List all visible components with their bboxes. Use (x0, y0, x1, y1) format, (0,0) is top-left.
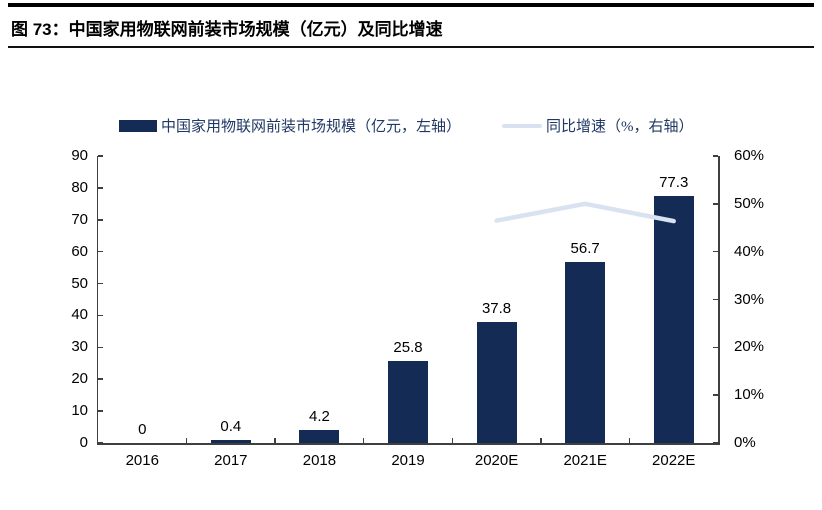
title-top-rule (8, 3, 814, 7)
left-axis-tick (98, 282, 103, 285)
left-axis-tick (98, 314, 103, 317)
legend-label-growth: 同比增速（%，右轴） (546, 119, 694, 135)
bar-value-label: 0 (138, 421, 147, 438)
right-axis-tick-label: 20% (734, 338, 765, 356)
left-axis-tick (98, 346, 103, 349)
right-axis-tick (713, 250, 718, 253)
left-axis-tick (98, 155, 103, 157)
x-axis-tick (274, 438, 276, 443)
right-axis-tick-label: 0% (734, 434, 756, 451)
right-axis-tick-label: 40% (734, 242, 765, 260)
bar (565, 262, 606, 443)
bar-value-label: 77.3 (659, 174, 689, 192)
left-axis-tick (98, 442, 103, 444)
right-axis-tick (713, 442, 718, 444)
x-axis-label: 2022E (652, 452, 696, 469)
left-axis-tick (98, 187, 103, 189)
left-axis-tick-label: 70 (71, 210, 88, 228)
bar-value-label: 4.2 (308, 407, 330, 425)
x-axis-tick (540, 438, 542, 443)
left-axis-tick-label: 20 (71, 370, 88, 388)
x-axis-tick (185, 438, 188, 443)
left-axis-tick-label: 10 (71, 402, 88, 420)
left-axis-tick (98, 219, 103, 221)
right-axis-tick-label: 30% (734, 290, 765, 308)
legend-item-growth: 同比增速（%，右轴） (502, 115, 694, 136)
bar (476, 322, 517, 443)
x-axis-label: 2018 (302, 452, 337, 469)
x-axis-label: 2016 (125, 452, 159, 469)
x-axis-label: 2017 (214, 452, 248, 469)
left-axis-tick-label: 90 (71, 147, 88, 164)
x-axis-label: 2021E (563, 452, 607, 469)
left-axis-tick-label: 80 (71, 178, 88, 196)
right-axis-tick-label: 10% (734, 386, 765, 404)
right-axis-tick (713, 203, 718, 205)
bar-value-label: 25.8 (393, 338, 423, 356)
right-axis-tick (713, 346, 718, 349)
right-axis-tick (713, 394, 718, 396)
x-axis-tick (451, 438, 454, 443)
y-axis-left (96, 156, 98, 445)
legend-item-market-size: 中国家用物联网前装市场规模（亿元，左轴） (119, 115, 461, 136)
bar-value-label: 37.8 (481, 300, 512, 318)
bar-value-label: 0.4 (220, 418, 242, 435)
legend-label-market-size: 中国家用物联网前装市场规模（亿元，左轴） (161, 119, 462, 135)
x-axis-tick (362, 438, 365, 443)
bar (299, 429, 340, 443)
left-axis-tick (98, 378, 103, 380)
x-axis-label: 2019 (391, 452, 425, 469)
right-axis-tick-label: 50% (734, 194, 765, 212)
left-axis-tick-label: 60 (71, 242, 88, 260)
left-axis-tick-label: 40 (71, 306, 88, 324)
left-axis-tick-label: 30 (71, 338, 88, 356)
x-axis-label: 2020E (474, 452, 519, 469)
left-axis-tick-label: 0 (79, 434, 88, 451)
left-axis-tick (98, 250, 103, 253)
x-axis (96, 443, 720, 445)
x-axis-tick (628, 438, 631, 443)
right-axis-tick (713, 298, 718, 301)
bar-value-label: 56.7 (570, 240, 600, 258)
bar (210, 440, 251, 443)
title-bottom-rule (8, 46, 814, 48)
line-series-swatch-icon (502, 123, 542, 128)
y-axis-right (718, 156, 720, 445)
bar (653, 196, 694, 443)
bar-series-swatch-icon (119, 119, 157, 132)
right-axis-tick (713, 155, 718, 157)
bar (388, 360, 428, 443)
right-axis-tick-label: 60% (734, 147, 765, 164)
left-axis-tick-label: 50 (71, 274, 88, 292)
figure-title: 图 73：中国家用物联网前装市场规模（亿元）及同比增速 (11, 20, 443, 39)
left-axis-tick (98, 410, 103, 412)
